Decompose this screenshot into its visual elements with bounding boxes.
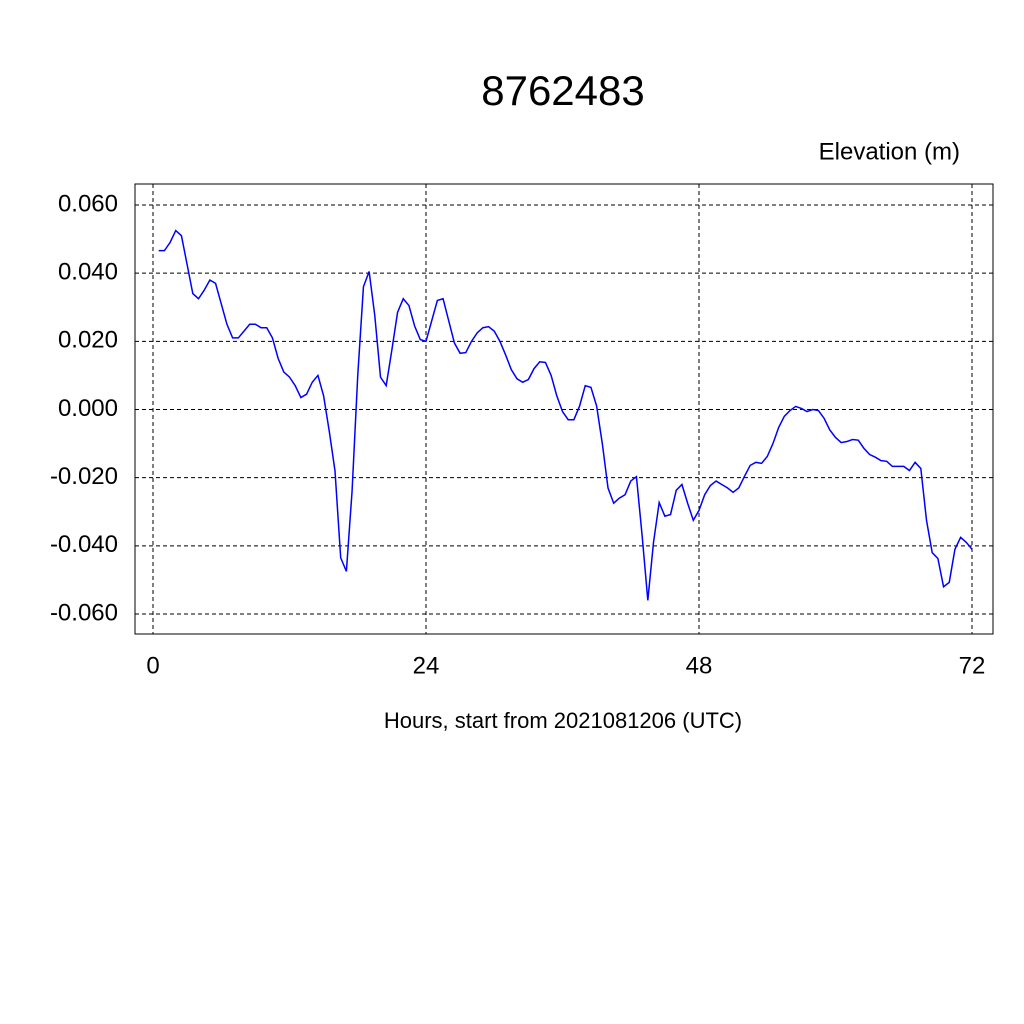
y-tick-label: -0.020	[50, 463, 118, 490]
y-tick-label: 0.060	[58, 190, 118, 217]
chart-subtitle: Elevation (m)	[819, 138, 960, 165]
x-axis-label: Hours, start from 2021081206 (UTC)	[384, 708, 742, 733]
chart-title: 8762483	[481, 67, 645, 114]
y-tick-label: 0.020	[58, 327, 118, 354]
y-tick-label: 0.040	[58, 259, 118, 286]
y-tick-label: -0.060	[50, 599, 118, 626]
data-line	[158, 229, 973, 601]
y-tick-label: -0.040	[50, 531, 118, 558]
x-tick-label: 72	[959, 652, 986, 679]
x-tick-label: 0	[146, 652, 159, 679]
y-tick-label: 0.000	[58, 395, 118, 422]
x-tick-label: 24	[413, 652, 440, 679]
x-tick-label: 48	[686, 652, 713, 679]
